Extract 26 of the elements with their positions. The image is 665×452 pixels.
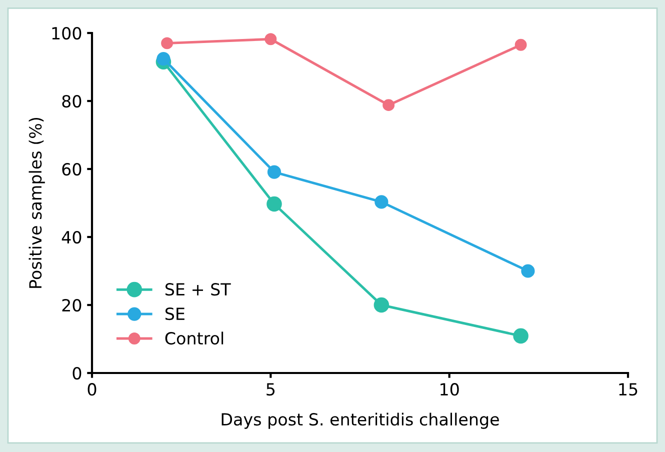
point: [521, 264, 535, 278]
point: [382, 99, 395, 112]
x-axis-title: Days post S. enteritidis challenge: [222, 412, 499, 429]
y-tick-label: 80: [62, 94, 82, 108]
x-tick-label: 5: [266, 383, 275, 396]
point: [374, 297, 390, 313]
y-tick-label: 60: [62, 162, 82, 176]
point: [161, 37, 174, 50]
point: [266, 196, 282, 212]
point: [264, 33, 277, 46]
legend-label: SE: [165, 308, 184, 320]
point: [374, 195, 388, 209]
y-tick-label: 40: [62, 230, 82, 244]
point: [267, 165, 282, 179]
x-tick-label: 15: [619, 383, 638, 396]
point: [156, 52, 170, 66]
point: [514, 38, 527, 51]
legend-label: SE + ST: [165, 283, 231, 296]
y-axis-title: Positive samples (%): [28, 118, 45, 288]
y-tick-label: 0: [72, 366, 82, 380]
x-tick-label: 10: [440, 383, 459, 396]
y-tick-label: 100: [52, 26, 82, 40]
x-tick-label: 0: [88, 383, 96, 396]
point: [513, 328, 528, 344]
y-tick-label: 20: [62, 298, 82, 312]
legend-label: Control: [165, 332, 224, 345]
